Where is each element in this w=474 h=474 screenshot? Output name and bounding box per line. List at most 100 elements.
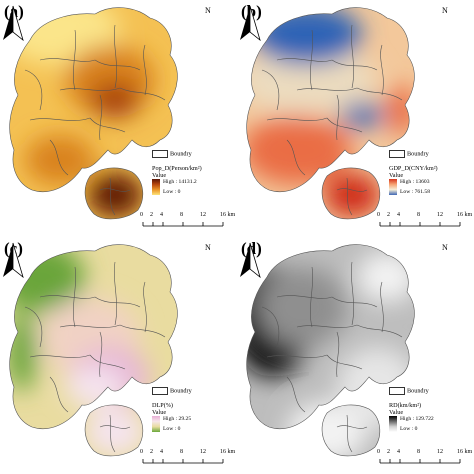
boundary-line (49, 376, 69, 413)
boundary-line (9, 7, 178, 192)
boundary-swatch (389, 150, 405, 158)
density-blob (246, 45, 377, 115)
boundary-line (351, 261, 354, 326)
boundary-line (143, 44, 147, 96)
legend-value-word: Value (152, 172, 167, 180)
boundary-line (114, 24, 117, 89)
density-blob (324, 173, 380, 217)
legend-color-ramp (389, 179, 397, 196)
boundary-line (89, 354, 126, 370)
scale-bar-line (379, 222, 461, 227)
boundary-line (24, 69, 43, 111)
scale-tick-label: 16 km (220, 449, 236, 455)
boundary-line (119, 87, 166, 101)
district-boundaries (246, 244, 415, 457)
map-legend: Boundry Pop_D(Person/km²) Value High : 1413… (152, 150, 237, 197)
density-blob (90, 82, 140, 118)
density-blob (85, 408, 145, 456)
district-boundaries (246, 7, 415, 220)
boundary-line (286, 139, 306, 176)
legend-title: DLP(%) (152, 402, 173, 409)
legend-low: Low : 761.58 (400, 189, 430, 196)
boundary-line (99, 331, 103, 378)
boundary-line (326, 354, 363, 370)
scale-tick-label: 12 (200, 212, 206, 218)
legend-boundary-label: Boundry (170, 387, 192, 395)
boundary-line (109, 177, 116, 216)
boundary-line (326, 117, 363, 133)
scale-tick-label: 8 (417, 449, 420, 455)
legend-high: High : 29.25 (163, 416, 192, 423)
density-blob (246, 115, 352, 185)
choropleth-map (9, 7, 178, 220)
boundary-line (296, 324, 358, 328)
boundary-line (310, 29, 313, 91)
boundary-line (49, 139, 69, 176)
boundary-line (99, 94, 103, 141)
boundary-line (246, 7, 415, 192)
north-letter: N (442, 6, 448, 15)
scale-bar: 0 2 4 8 12 16 km (140, 449, 237, 469)
boundary-line (39, 295, 96, 299)
boundary-swatch (389, 387, 405, 395)
scale-tick-label: 2 (150, 212, 153, 218)
density-blob (65, 367, 125, 407)
choropleth-map (9, 244, 178, 457)
legend-low: Low : 0 (163, 426, 181, 433)
north-arrow-icon (3, 242, 24, 279)
boundary-line (356, 324, 403, 338)
boundary-swatch (152, 150, 168, 158)
study-area-surface (9, 244, 178, 456)
boundary-line (276, 295, 333, 299)
boundary-line (276, 58, 333, 62)
density-blob (25, 135, 95, 185)
boundary-line (29, 117, 91, 121)
legend-boundary-label: Boundry (407, 387, 429, 395)
boundary-line (59, 87, 121, 91)
scale-tick-label: 0 (140, 449, 143, 455)
boundary-line (119, 324, 166, 338)
choropleth-map (246, 7, 415, 220)
map-legend: Boundry GDP_D(CNY/km²) Value High : 13603 Lo… (389, 150, 474, 197)
boundary-line (380, 281, 384, 333)
legend-color-ramp (389, 416, 397, 433)
legend-color-ramp (152, 179, 160, 196)
scale-tick-label: 8 (180, 212, 183, 218)
choropleth-map (246, 244, 415, 457)
scale-bar-line (142, 459, 224, 464)
boundary-line (310, 266, 313, 328)
boundary-line (73, 266, 76, 328)
north-letter: N (442, 243, 448, 252)
boundary-line (286, 376, 306, 413)
legend-title: RD(km/km²) (389, 402, 422, 409)
study-area-surface (246, 244, 415, 456)
boundary-line (246, 244, 415, 429)
boundary-line (89, 117, 126, 133)
legend-value-word: Value (152, 409, 167, 417)
scale-tick-label: 16 km (220, 212, 236, 218)
boundary-line (266, 354, 328, 358)
boundary-line (356, 87, 403, 101)
boundary-line (94, 59, 141, 71)
boundary-line (321, 404, 381, 457)
boundary-line (331, 59, 378, 71)
scale-tick-label: 16 km (457, 212, 473, 218)
study-area-surface (9, 7, 178, 219)
boundary-line (99, 425, 131, 429)
legend-value-word: Value (389, 172, 404, 180)
boundary-line (261, 306, 280, 348)
legend-low: Low : 0 (163, 189, 181, 196)
boundary-line (321, 167, 381, 220)
scale-tick-label: 12 (437, 449, 443, 455)
boundary-line (39, 58, 96, 62)
map-legend: Boundry RD(km/km²) Value High : 129.722 Low … (389, 387, 474, 434)
boundary-line (266, 117, 328, 121)
scale-tick-label: 8 (417, 212, 420, 218)
legend-boundary-label: Boundry (170, 150, 192, 158)
scale-tick-label: 12 (200, 449, 206, 455)
scale-bar: 0 2 4 8 12 16 km (377, 449, 474, 469)
scale-bar: 0 2 4 8 12 16 km (140, 212, 237, 232)
